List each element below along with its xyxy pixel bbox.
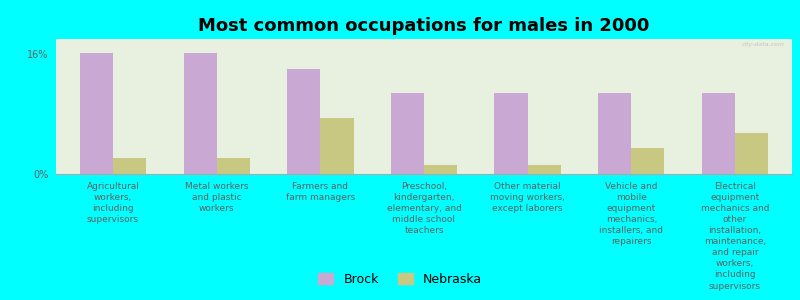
Bar	[183, 53, 217, 174]
Bar	[424, 165, 457, 174]
Legend: Brock, Nebraska: Brock, Nebraska	[314, 268, 486, 291]
Bar	[598, 93, 631, 174]
Bar	[391, 93, 424, 174]
Bar	[702, 93, 735, 174]
Bar	[217, 158, 250, 174]
Bar	[735, 133, 768, 174]
Bar	[528, 165, 561, 174]
Bar	[631, 148, 665, 174]
Title: Most common occupations for males in 2000: Most common occupations for males in 200…	[198, 17, 650, 35]
Bar	[113, 158, 146, 174]
Bar	[287, 69, 320, 174]
Text: city-data.com: city-data.com	[742, 42, 785, 47]
Bar	[320, 118, 354, 174]
Bar	[494, 93, 528, 174]
Bar	[80, 53, 113, 174]
